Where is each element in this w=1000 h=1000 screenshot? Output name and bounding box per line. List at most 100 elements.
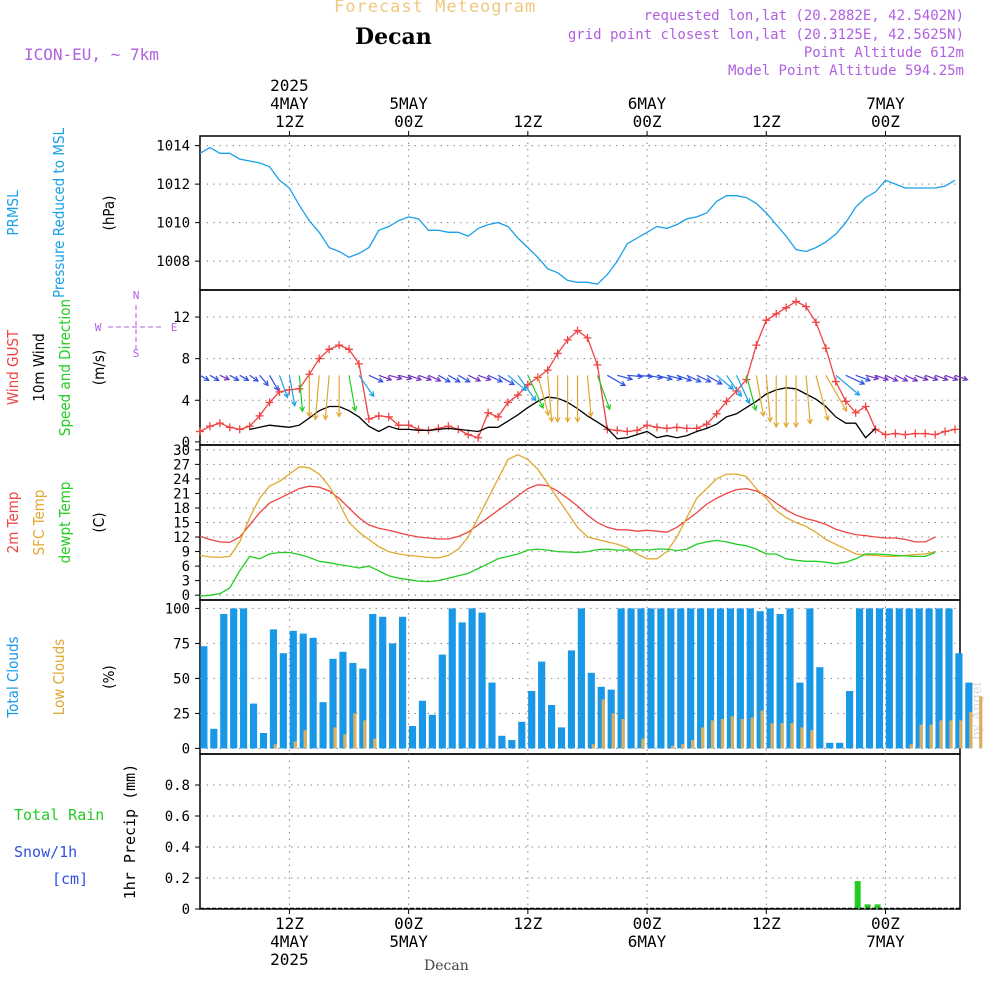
bottom-tick-label: 00Z (633, 914, 662, 933)
wind-arrow-head (564, 417, 571, 424)
bottom-tick-label: 5MAY (389, 932, 428, 951)
total-cloud-bar (329, 658, 337, 749)
wind-arrow-head (464, 377, 471, 383)
wind-arrow (324, 375, 330, 420)
gust-marker (931, 430, 940, 439)
wind-arrow-head (368, 391, 375, 398)
low-cloud-bar (333, 727, 337, 749)
axis-label: Low Clouds (50, 639, 68, 715)
total-cloud-bar (836, 742, 844, 749)
low-cloud-bar (343, 734, 347, 749)
total-cloud-bar (895, 608, 903, 749)
low-cloud-bar (700, 727, 705, 749)
panel-frame (199, 444, 961, 601)
gust-marker (891, 429, 900, 438)
total-cloud-bar (240, 608, 248, 749)
wind-arrow (259, 374, 269, 386)
grid-point-location: grid point closest lon,lat (20.3125E, 42… (567, 27, 964, 43)
wind-arrow-head (444, 377, 451, 383)
total-cloud-bar (408, 726, 417, 749)
wind-arrow (676, 374, 692, 382)
gust-marker (464, 430, 473, 439)
wind10m-line (249, 387, 877, 440)
y-tick-label: 0.8 (165, 778, 190, 794)
y-tick-label: 0 (182, 588, 190, 604)
low-cloud-bar (959, 720, 963, 749)
wind-arrow-head (942, 375, 949, 382)
total-cloud-bar (458, 622, 466, 749)
total-cloud-bar (955, 653, 963, 749)
total-cloud-bar (687, 608, 695, 749)
total-cloud-bar (826, 742, 834, 749)
total-cloud-bar (538, 661, 546, 749)
y-tick-label: 4 (182, 393, 190, 409)
wind-arrow (497, 374, 515, 386)
wind-arrow-head (620, 380, 627, 387)
gust-marker (593, 360, 602, 369)
total-cloud-bar (786, 608, 794, 749)
axis-label: dewpt Temp (56, 482, 74, 564)
y-tick-label: 24 (173, 472, 190, 488)
low-cloud-bar (710, 720, 715, 749)
gust-marker (762, 316, 771, 325)
gust-marker (414, 425, 423, 434)
gust-marker (851, 408, 860, 417)
wind-arrow-head (962, 375, 969, 382)
low-cloud-bar (720, 719, 725, 749)
y-tick-label: 21 (173, 486, 190, 502)
total-cloud-bar (259, 733, 268, 749)
wind-arrow-head (548, 416, 555, 423)
total-cloud-bar (557, 727, 566, 749)
wind-arrow-head (854, 390, 861, 396)
gust-marker (732, 386, 741, 395)
wind-arrow-head (530, 395, 537, 402)
low-cloud-bar (293, 741, 297, 749)
prmsl-line (199, 146, 956, 285)
gust-marker (821, 344, 830, 353)
total-cloud-bar (309, 637, 317, 749)
low-cloud-bar (353, 713, 357, 749)
axis-label: PRMSL (4, 190, 22, 236)
gust-marker (404, 421, 413, 430)
wind-arrow (686, 374, 701, 383)
wind-arrow (428, 374, 441, 382)
total-cloud-bar (945, 608, 953, 749)
low-cloud-bar (691, 740, 695, 749)
total-cloud-bar (875, 608, 884, 749)
compass-west: W (95, 321, 102, 334)
wind-arrow (716, 374, 734, 390)
wind-arrow-head (415, 375, 423, 382)
gust-marker (513, 391, 522, 400)
total-cloud-bar (548, 705, 556, 749)
wind-arrow (627, 374, 643, 378)
gust-marker (792, 297, 801, 306)
axis-label: Speed and Direction (56, 299, 74, 436)
gust-marker (205, 422, 214, 431)
axis-label: [cm] (52, 870, 88, 888)
gust-marker (394, 421, 403, 430)
gust-marker (702, 420, 711, 429)
point-altitude: Point Altitude 612m (803, 45, 964, 61)
bottom-tick-label: 12Z (752, 914, 781, 933)
gust-marker (374, 411, 383, 420)
wind-arrow (944, 374, 958, 381)
y-tick-label: 3 (182, 574, 190, 590)
model-label: ICON-EU, ~ 7km (24, 45, 159, 64)
total-cloud-bar (438, 654, 446, 749)
top-tick-label: 2025 (270, 76, 309, 95)
wind-arrow-head (793, 422, 800, 429)
total-cloud-bar (865, 608, 874, 749)
wind-arrow (706, 374, 722, 385)
gust-marker (275, 387, 284, 396)
y-tick-label: 0.6 (165, 809, 190, 825)
low-cloud-bar (800, 727, 804, 749)
total-cloud-bar (587, 672, 595, 749)
axis-label: 1hr Precip (mm) (121, 764, 139, 899)
wind-arrow-head (322, 414, 329, 421)
gust-marker (911, 429, 920, 438)
wind-arrow (368, 374, 383, 383)
axis-label: Wind GUST (4, 329, 22, 405)
low-cloud-bar (750, 717, 754, 749)
requested-location: requested lon,lat (20.2882E, 42.5402N) (643, 8, 964, 24)
y-tick-label: 15 (173, 516, 190, 532)
